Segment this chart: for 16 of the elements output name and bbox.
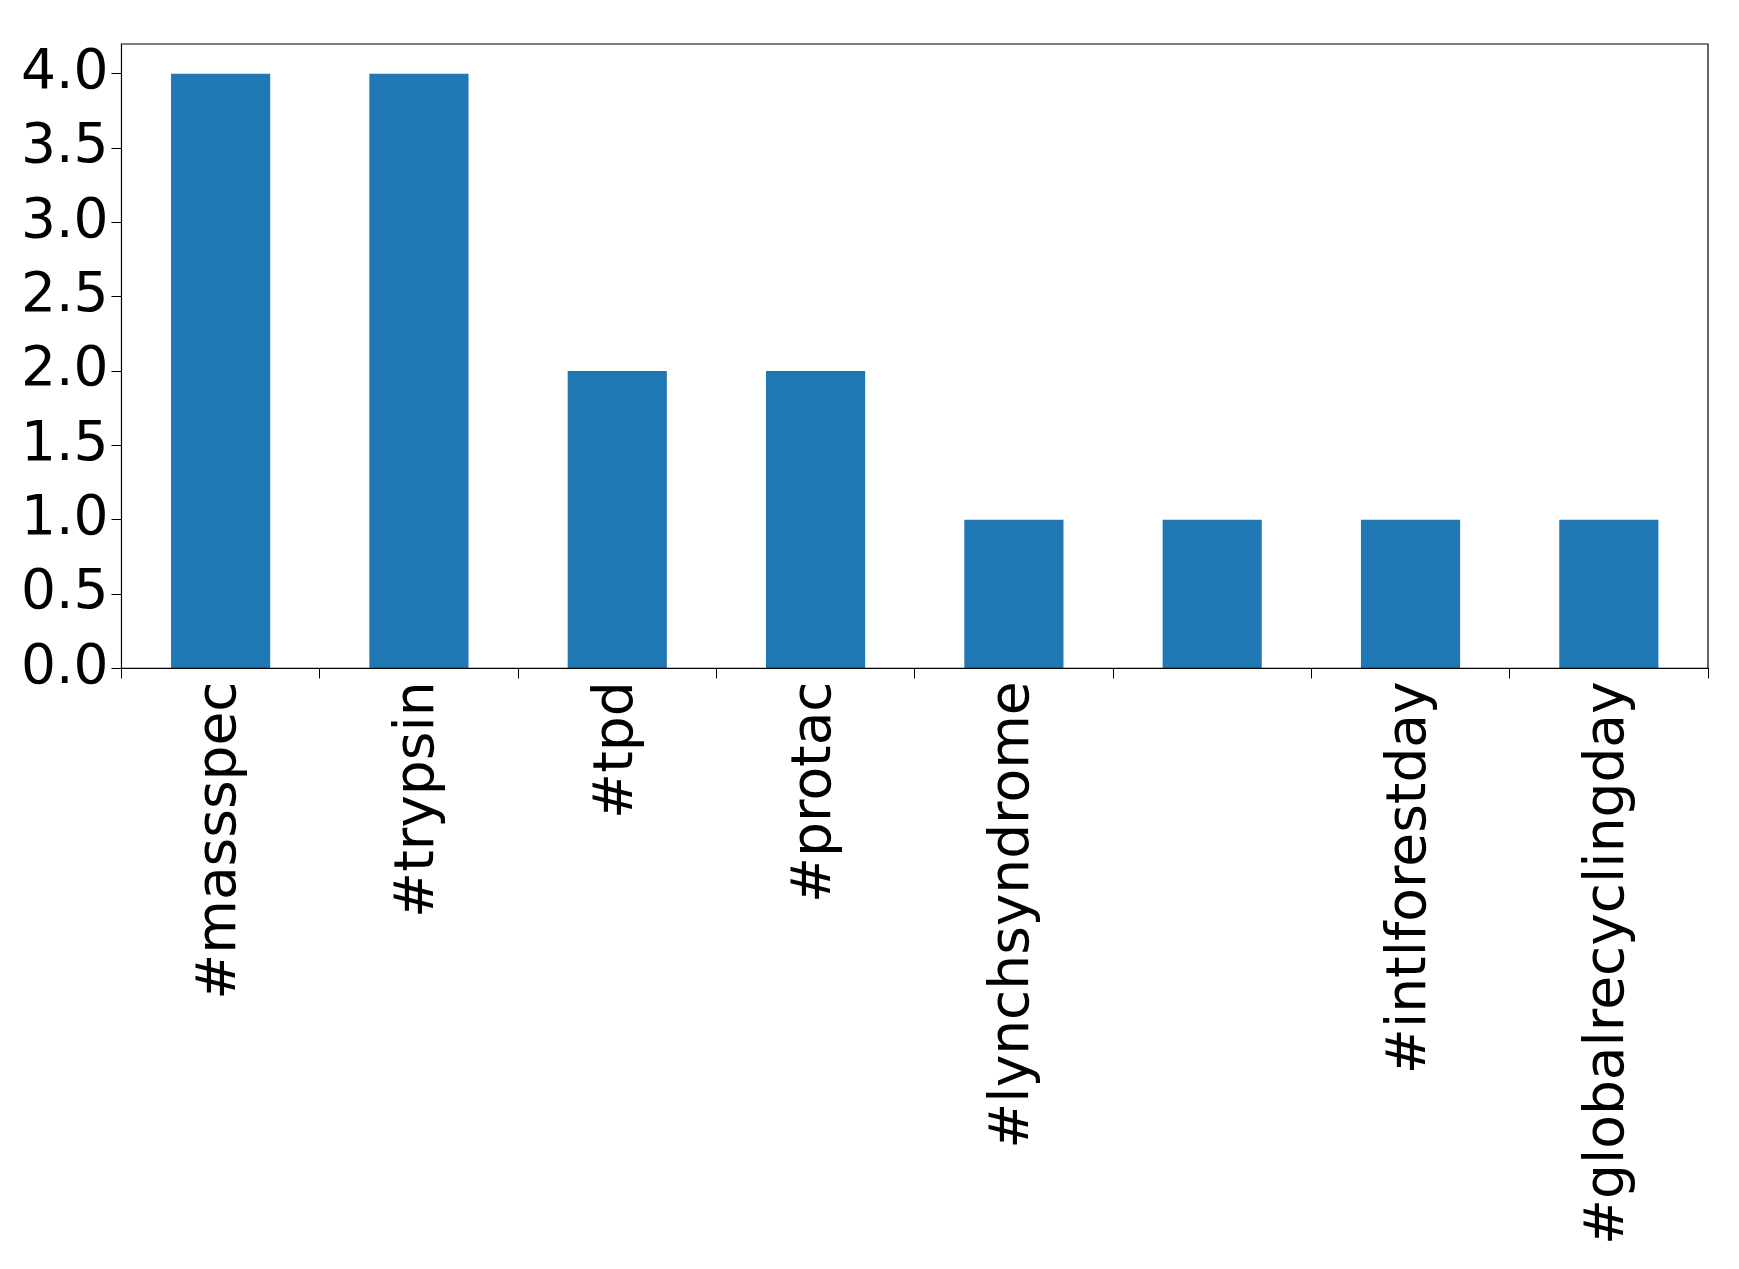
y-tick-label: 2.0	[21, 334, 109, 399]
x-tick-label: #intlforestday	[1373, 681, 1438, 1075]
y-tick-label: 1.0	[21, 483, 109, 548]
x-tick-label: #globalrecyclingday	[1572, 681, 1637, 1245]
x-tick-label: #lynchsyndrome	[977, 681, 1042, 1149]
y-tick-label: 4.0	[21, 37, 109, 102]
x-tick-label: #tpd	[580, 681, 645, 819]
y-tick-label: 2.5	[21, 260, 109, 325]
x-tick-label: #trypsin	[382, 681, 447, 918]
y-tick-label: 1.5	[21, 408, 109, 473]
x-tick-label: #protac	[778, 681, 843, 903]
y-tick-label: 3.5	[21, 111, 109, 176]
y-tick-label: 0.0	[21, 631, 109, 696]
y-tick-label: 3.0	[21, 185, 109, 250]
x-tick-label: #massspec	[183, 681, 248, 1000]
y-tick-label: 0.5	[21, 557, 109, 622]
